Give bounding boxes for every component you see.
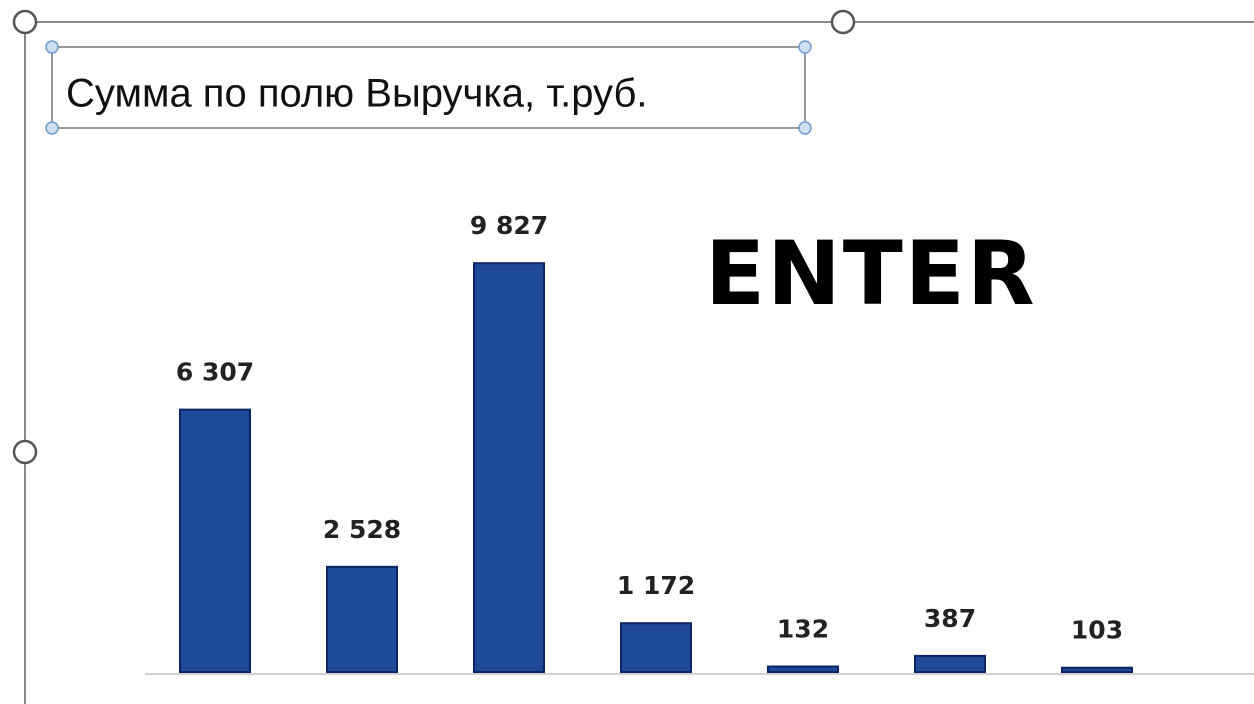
bar xyxy=(326,565,398,674)
bar xyxy=(473,262,545,673)
bar xyxy=(767,665,839,673)
title-handle[interactable] xyxy=(45,121,59,135)
bar xyxy=(914,654,986,674)
title-handle[interactable] xyxy=(798,121,812,135)
value-label: 6 307 xyxy=(176,358,254,387)
resize-handle[interactable] xyxy=(12,9,38,35)
title-box[interactable] xyxy=(51,46,806,129)
value-label: 387 xyxy=(924,604,976,633)
value-label: 103 xyxy=(1071,616,1123,645)
value-label: 2 528 xyxy=(323,515,401,544)
bar xyxy=(179,408,251,673)
resize-handle[interactable] xyxy=(830,9,856,35)
resize-handle[interactable] xyxy=(12,439,38,465)
chart-title: Сумма по полю Выручка, т.руб. xyxy=(66,72,647,116)
title-handle[interactable] xyxy=(798,40,812,54)
value-label: 1 172 xyxy=(617,571,695,600)
value-label: 132 xyxy=(777,615,829,644)
value-label: 9 827 xyxy=(470,211,548,240)
overlay-text: ENTER xyxy=(705,222,1037,325)
bar xyxy=(1061,666,1133,674)
bar xyxy=(620,622,692,674)
title-handle[interactable] xyxy=(45,40,59,54)
